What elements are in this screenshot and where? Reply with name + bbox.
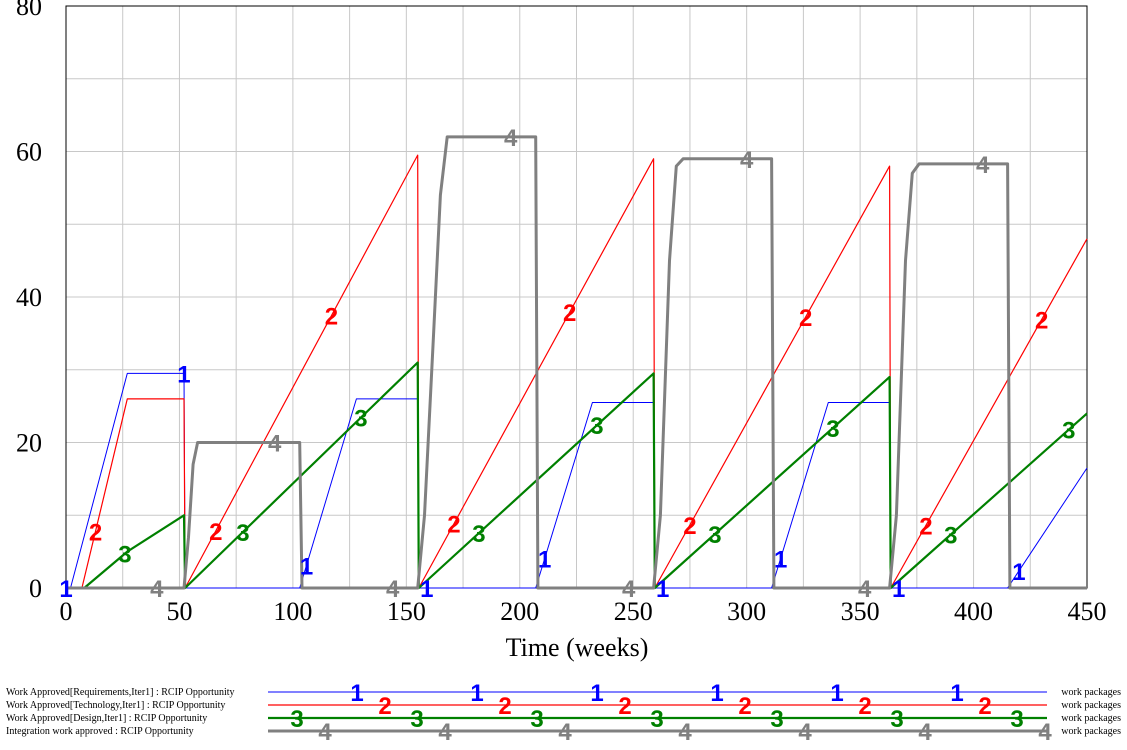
series-marker-3: 3 [590,413,603,440]
legend-marker-4: 4 [918,719,932,746]
y-tick-label: 20 [16,429,42,458]
legend-marker-1: 1 [710,680,723,707]
series-marker-2: 2 [683,513,696,540]
legend-marker-1: 1 [350,680,363,707]
legend-series-name: Work Approved[Technology,Iter1] : RCIP O… [6,700,225,711]
legend: Work Approved[Requirements,Iter1] : RCIP… [6,680,1121,746]
series-marker-4: 4 [622,576,636,603]
series-marker-2: 2 [325,304,338,331]
series-line-4 [66,135,1087,590]
x-tick-label: 250 [614,597,653,626]
series-marker-2: 2 [209,519,222,546]
legend-units: work packages [1061,713,1121,724]
legend-marker-1: 1 [830,680,843,707]
legend-series-name: Work Approved[Design,Iter1] : RCIP Oppor… [6,713,207,724]
legend-marker-1: 1 [590,680,603,707]
series-marker-3: 3 [472,521,485,548]
x-tick-label: 200 [500,597,539,626]
legend-marker-3: 3 [1010,706,1023,733]
series-marker-4: 4 [504,125,518,152]
series-marker-3: 3 [354,405,367,432]
legend-marker-2: 2 [618,693,631,720]
x-tick-label: 100 [273,597,312,626]
series-lines [66,135,1088,590]
y-tick-label: 0 [29,574,42,603]
series-marker-3: 3 [708,522,721,549]
series-marker-1: 1 [420,576,433,603]
series-marker-3: 3 [118,542,131,569]
legend-marker-1: 1 [950,680,963,707]
legend-marker-3: 3 [650,706,663,733]
y-tick-label: 40 [16,283,42,312]
x-tick-label: 350 [841,597,880,626]
series-marker-2: 2 [919,513,932,540]
series-marker-3: 3 [826,416,839,443]
legend-marker-2: 2 [978,693,991,720]
series-marker-3: 3 [1062,418,1075,445]
legend-marker-4: 4 [438,719,452,746]
legend-marker-3: 3 [410,706,423,733]
series-marker-1: 1 [892,576,905,603]
series-marker-4: 4 [858,576,872,603]
legend-marker-2: 2 [858,693,871,720]
legend-units: work packages [1061,726,1121,737]
series-marker-2: 2 [89,519,102,546]
series-marker-1: 1 [656,576,669,603]
x-tick-label: 450 [1068,597,1107,626]
series-marker-4: 4 [740,147,754,174]
y-tick-label: 80 [16,0,42,21]
legend-marker-3: 3 [290,706,303,733]
series-marker-1: 1 [300,553,313,580]
legend-series-name: Integration work approved : RCIP Opportu… [6,726,194,737]
x-tick-label: 50 [166,597,192,626]
y-tick-label: 60 [16,138,42,167]
series-marker-2: 2 [799,305,812,332]
legend-units: work packages [1061,687,1121,698]
series-marker-4: 4 [268,431,282,458]
series-marker-4: 4 [150,576,164,603]
series-marker-1: 1 [774,546,787,573]
series-marker-4: 4 [386,576,400,603]
grid [65,5,1088,589]
tick-labels: 0 50 100 150 200 250 300 350 400 450 0 20 40 60 80 [16,0,1107,626]
x-tick-label: 400 [954,597,993,626]
x-tick-label: 0 [60,597,73,626]
series-marker-1: 1 [59,576,72,603]
x-axis-title: Time (weeks) [506,633,649,662]
legend-units: work packages [1061,700,1121,711]
series-marker-2: 2 [447,512,460,539]
legend-series-name: Work Approved[Requirements,Iter1] : RCIP… [6,687,235,698]
series-marker-2: 2 [1035,308,1048,335]
legend-marker-2: 2 [738,693,751,720]
series-line-3 [66,361,1088,590]
legend-marker-2: 2 [378,693,391,720]
legend-marker-3: 3 [530,706,543,733]
series-marker-3: 3 [944,523,957,550]
legend-marker-4: 4 [798,719,812,746]
series-marker-1: 1 [177,361,190,388]
series-marker-4: 4 [976,152,990,179]
legend-marker-4: 4 [678,719,692,746]
series-marker-2: 2 [563,300,576,327]
legend-marker-3: 3 [770,706,783,733]
legend-marker-4: 4 [558,719,572,746]
x-tick-label: 150 [387,597,426,626]
legend-marker-4: 4 [318,719,332,746]
x-tick-label: 300 [727,597,766,626]
series-marker-3: 3 [236,520,249,547]
legend-marker-1: 1 [470,680,483,707]
legend-marker-4: 4 [1038,719,1052,746]
series-marker-1: 1 [538,546,551,573]
legend-marker-2: 2 [498,693,511,720]
legend-marker-3: 3 [890,706,903,733]
series-marker-1: 1 [1012,559,1025,586]
